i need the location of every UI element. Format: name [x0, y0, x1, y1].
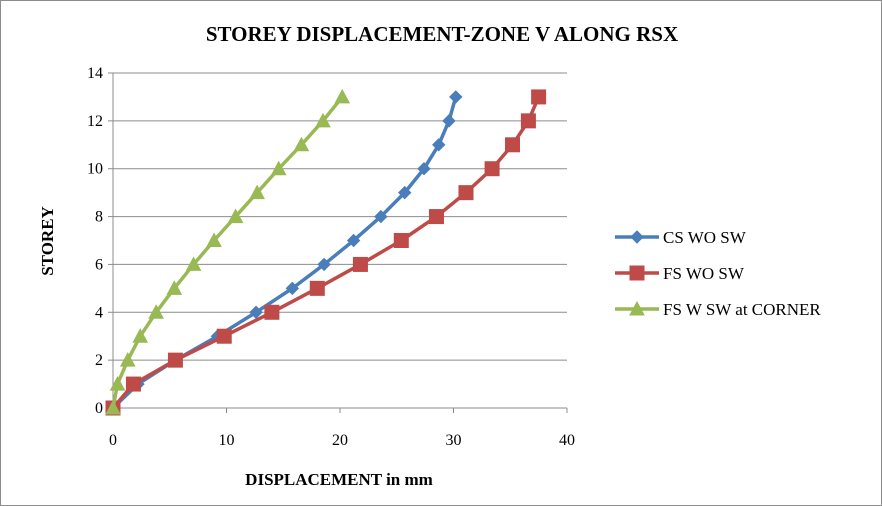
- legend: CS WO SW FS WO SW FS W SW at CORNER: [615, 228, 821, 319]
- y-tick-label: 14: [87, 65, 103, 82]
- series-3: [105, 88, 351, 415]
- y-tick-label: 2: [95, 352, 103, 369]
- y-tick-label: 12: [87, 113, 103, 130]
- data-point-diamond: [432, 138, 446, 152]
- y-axis-title: STOREY: [38, 206, 57, 276]
- data-point-diamond: [346, 233, 361, 248]
- data-point-square: [309, 280, 325, 296]
- series-layer: [105, 88, 547, 416]
- data-point-triangle: [105, 399, 121, 415]
- series-line: [111, 96, 458, 410]
- x-tick-label: 30: [446, 432, 462, 449]
- data-point-square: [520, 113, 536, 129]
- grid-layer: [113, 72, 567, 361]
- data-point-triangle: [315, 112, 331, 128]
- data-point-triangle: [166, 280, 183, 295]
- data-point-square: [505, 137, 521, 153]
- data-point-diamond: [417, 162, 431, 176]
- x-tick-label: 0: [109, 432, 117, 449]
- y-tick-label: 4: [95, 304, 103, 321]
- data-point-diamond: [397, 185, 412, 200]
- data-point-triangle: [119, 352, 136, 367]
- data-point-square: [484, 161, 500, 177]
- data-point-triangle: [629, 300, 645, 316]
- data-point-diamond: [249, 305, 263, 319]
- data-point-diamond: [317, 257, 331, 272]
- x-tick-label: 40: [559, 432, 575, 449]
- legend-entry-3: FS W SW at CORNER: [615, 300, 821, 319]
- axis-layer: 0 2 4 6 8 10 12 14 0 10 20 30 40: [87, 65, 575, 449]
- data-point-triangle: [109, 376, 126, 391]
- data-point-square: [216, 328, 232, 344]
- data-point-triangle: [249, 184, 265, 200]
- data-point-square: [125, 376, 141, 392]
- y-tick-label: 6: [95, 256, 103, 273]
- data-point-triangle: [270, 160, 287, 176]
- legend-label: CS WO SW: [663, 228, 747, 247]
- data-point-diamond: [374, 209, 388, 224]
- y-tick-label: 10: [87, 161, 103, 178]
- y-tick-label: 8: [95, 209, 103, 226]
- data-point-diamond: [442, 114, 456, 128]
- legend-entry-2: FS WO SW: [615, 264, 745, 283]
- data-point-diamond: [630, 230, 644, 244]
- data-point-triangle: [132, 328, 149, 343]
- chart-title: STOREY DISPLACEMENT-ZONE V ALONG RSX: [206, 22, 678, 46]
- data-point-square: [264, 304, 280, 320]
- data-point-triangle: [227, 208, 244, 224]
- legend-entry-1: CS WO SW: [615, 228, 747, 247]
- series-2: [105, 89, 547, 416]
- y-tick-label: 0: [95, 400, 103, 417]
- data-point-diamond: [285, 281, 300, 296]
- data-point-square: [531, 89, 547, 105]
- data-point-square: [167, 352, 183, 368]
- data-point-square: [352, 256, 368, 272]
- data-point-triangle: [334, 88, 351, 104]
- data-point-square: [428, 209, 444, 225]
- data-point-triangle: [148, 304, 164, 319]
- x-axis-title: DISPLACEMENT in mm: [245, 470, 433, 489]
- series-1: [106, 90, 463, 415]
- legend-label: FS W SW at CORNER: [663, 300, 821, 319]
- data-point-triangle: [293, 136, 310, 152]
- data-point-diamond: [449, 90, 463, 104]
- data-point-square: [393, 233, 409, 248]
- legend-label: FS WO SW: [663, 264, 745, 283]
- x-tick-label: 10: [219, 432, 235, 449]
- data-point-square: [458, 185, 474, 201]
- data-point-square: [629, 265, 645, 281]
- data-point-triangle: [206, 232, 222, 247]
- x-tick-label: 20: [332, 432, 348, 449]
- data-point-triangle: [185, 256, 202, 271]
- series-line: [111, 95, 344, 409]
